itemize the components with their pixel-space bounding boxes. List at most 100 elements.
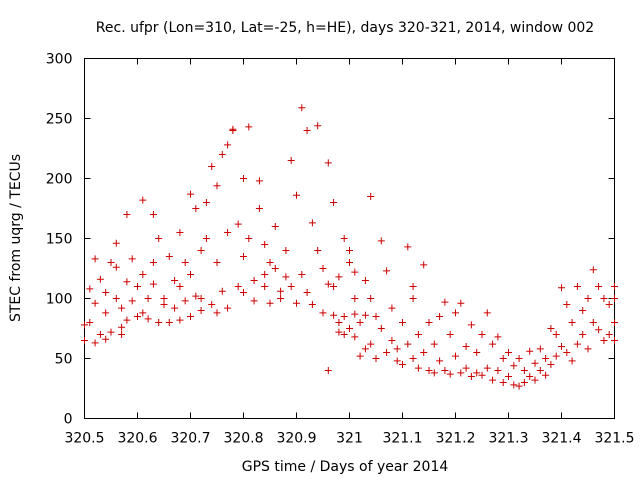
y-tick-label: 150 [46, 232, 73, 248]
data-point [165, 253, 173, 260]
data-point [462, 364, 470, 372]
data-point [112, 295, 120, 302]
data-point [372, 313, 380, 320]
data-point [605, 331, 613, 338]
data-point [250, 297, 258, 305]
data-point [361, 311, 369, 319]
data-point [298, 271, 306, 278]
data-point [81, 337, 88, 344]
data-point [234, 283, 242, 290]
data-point [573, 283, 581, 290]
data-point [287, 283, 295, 290]
data-point [293, 299, 300, 307]
data-point [218, 287, 226, 295]
data-point [155, 235, 163, 242]
data-point [144, 295, 152, 302]
data-point [298, 104, 306, 112]
data-point [139, 309, 147, 317]
data-point [335, 319, 343, 326]
data-point [123, 211, 131, 218]
data-point [505, 349, 512, 356]
data-point [393, 345, 401, 353]
data-point [224, 304, 232, 312]
data-point [202, 199, 210, 206]
x-tick-label: 321.4 [541, 431, 581, 447]
data-point [128, 255, 136, 263]
data-point [399, 361, 406, 368]
data-point [208, 301, 216, 308]
data-point [351, 295, 359, 302]
data-point [139, 271, 147, 278]
data-point [430, 340, 438, 348]
data-point [536, 367, 544, 374]
data-point [483, 364, 491, 372]
data-point [107, 328, 115, 336]
data-point [149, 211, 157, 218]
data-point [589, 319, 597, 326]
data-point [245, 123, 253, 131]
data-point [414, 331, 422, 338]
data-point [457, 369, 465, 377]
data-point [589, 266, 597, 274]
data-point [102, 309, 110, 317]
data-point [611, 295, 618, 302]
data-point [282, 247, 290, 254]
data-point [558, 343, 565, 350]
x-tick-label: 321.5 [594, 431, 634, 447]
data-point [377, 325, 385, 332]
data-point [102, 335, 110, 343]
data-point [229, 125, 237, 133]
data-point [452, 352, 459, 360]
data-point [128, 297, 136, 305]
data-point [118, 304, 126, 312]
data-point [303, 127, 311, 134]
data-point [245, 235, 253, 242]
data-point [452, 309, 459, 317]
data-point [324, 280, 332, 288]
data-point [346, 325, 353, 332]
data-point [240, 175, 247, 182]
data-point [250, 277, 258, 284]
y-tick-label: 50 [55, 352, 73, 368]
data-point [340, 331, 348, 338]
data-point [112, 239, 120, 247]
data-point [430, 369, 438, 377]
y-tick-label: 100 [46, 292, 73, 308]
x-tick-label: 320.7 [170, 431, 210, 447]
data-point [436, 313, 444, 320]
data-point [494, 333, 502, 341]
data-point [91, 255, 99, 263]
data-point [473, 369, 481, 377]
data-point [404, 243, 412, 251]
x-tick-label: 320.6 [117, 431, 157, 447]
data-point [134, 283, 141, 290]
data-point [605, 301, 613, 308]
data-point [510, 362, 518, 370]
data-point [308, 301, 316, 308]
data-point [611, 283, 618, 290]
data-point [552, 331, 560, 338]
data-point [224, 141, 232, 149]
data-point [255, 205, 263, 212]
data-point [558, 284, 565, 292]
data-point [319, 309, 327, 317]
data-point [187, 190, 194, 198]
data-point [611, 337, 618, 344]
data-point [155, 319, 163, 326]
data-point [282, 273, 290, 281]
data-point [314, 122, 322, 130]
data-point [197, 295, 205, 302]
data-point [224, 229, 232, 236]
data-point [489, 340, 497, 348]
data-point [91, 339, 99, 347]
x-tick-label: 320.5 [64, 431, 104, 447]
data-point [536, 345, 544, 353]
data-point [91, 299, 99, 307]
data-point [171, 304, 179, 312]
data-point [573, 340, 581, 348]
y-tick-label: 250 [46, 112, 73, 128]
data-point [526, 373, 534, 380]
data-point [340, 235, 348, 242]
data-point [531, 376, 539, 384]
data-point [187, 271, 194, 278]
